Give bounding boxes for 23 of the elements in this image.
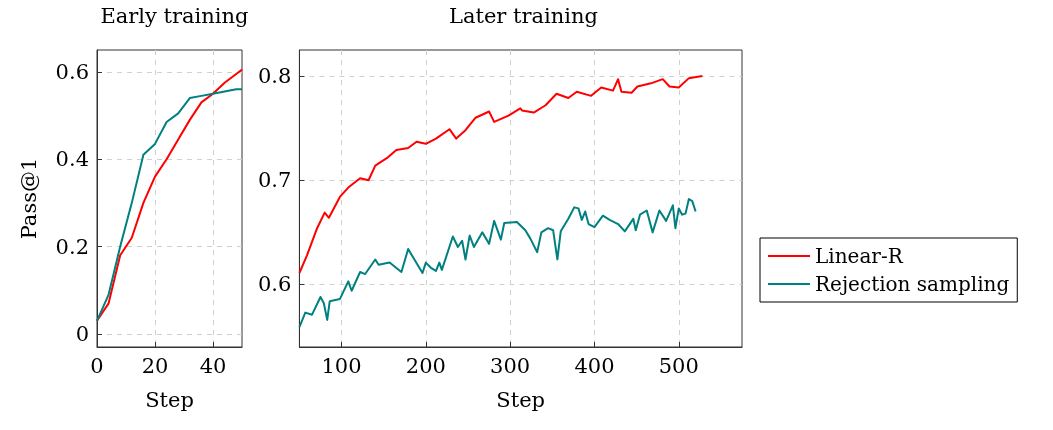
legend-label: Rejection sampling xyxy=(815,272,1010,296)
x-tick-label: 100 xyxy=(321,353,362,378)
x-tick-label: 40 xyxy=(199,353,227,378)
x-tick-label: 500 xyxy=(658,353,699,378)
x-tick-label: 200 xyxy=(405,353,446,378)
chart-title: Later training xyxy=(449,3,598,28)
y-axis-title: Pass@1 xyxy=(16,157,41,240)
y-tick-label: 0.7 xyxy=(257,168,292,193)
x-tick-label: 400 xyxy=(574,353,615,378)
x-tick-label: 300 xyxy=(490,353,531,378)
line-series xyxy=(298,198,697,329)
line-series xyxy=(298,75,704,275)
y-tick-label: 0.6 xyxy=(257,272,292,297)
y-tick-label: 0.8 xyxy=(257,64,292,89)
y-tick-label: 0.2 xyxy=(55,234,89,259)
x-axis-title: Step xyxy=(496,387,546,412)
legend-label: Linear-R xyxy=(815,244,904,268)
x-axis-title: Step xyxy=(145,387,194,412)
y-tick-label: 0.6 xyxy=(55,59,89,84)
chart-title: Early training xyxy=(100,3,249,28)
y-tick-label: 0 xyxy=(75,321,89,346)
y-tick-label: 0.4 xyxy=(55,147,89,172)
x-tick-label: 20 xyxy=(141,353,169,378)
